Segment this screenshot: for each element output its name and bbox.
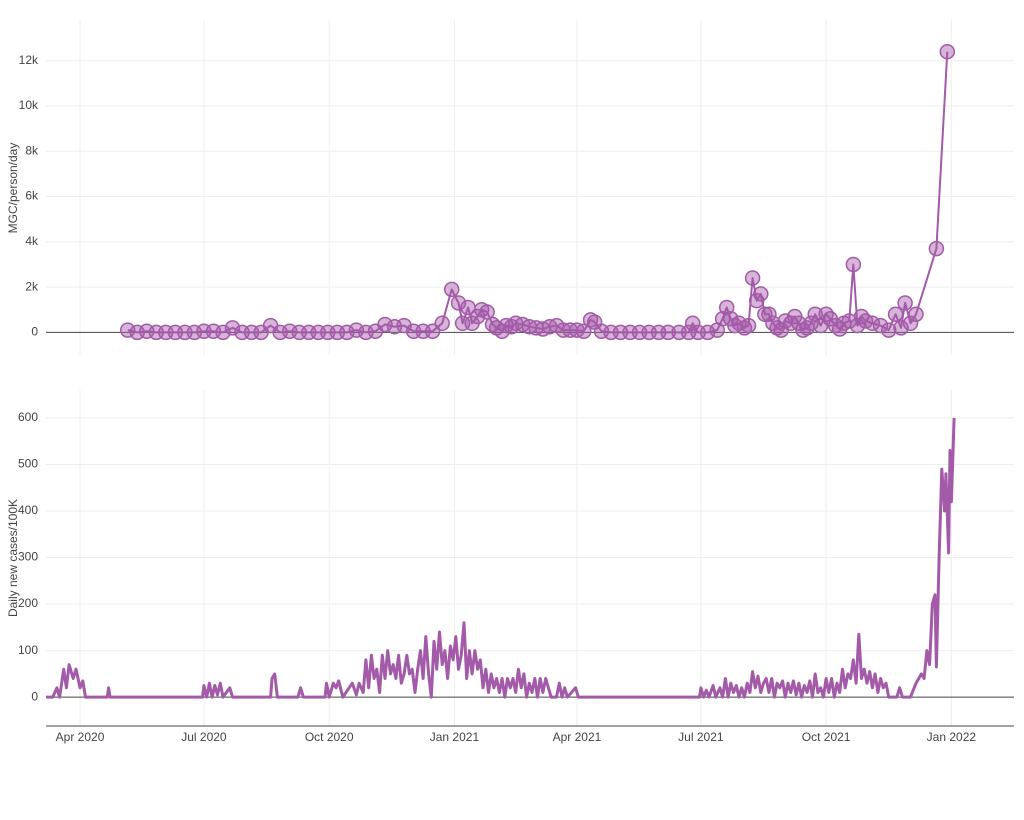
data-point xyxy=(699,324,716,341)
data-point xyxy=(887,306,904,323)
x-tick-label: Apr 2020 xyxy=(56,730,105,744)
y-tick-label: 100 xyxy=(18,643,38,657)
data-point xyxy=(803,315,819,332)
data-point xyxy=(908,306,924,323)
data-point xyxy=(215,324,231,341)
y-axis-title: Daily new cases/100K xyxy=(6,499,20,617)
y-tick-label: 500 xyxy=(18,457,38,471)
y-tick-label: 0 xyxy=(31,325,38,339)
data-point xyxy=(897,295,913,311)
data-point xyxy=(939,43,956,60)
data-point xyxy=(660,324,676,341)
x-tick-label: Oct 2020 xyxy=(305,730,354,744)
y-tick-label: 12k xyxy=(19,53,39,67)
data-point xyxy=(902,315,919,332)
x-tick-label: Jan 2022 xyxy=(927,730,977,744)
y-tick-label: 2k xyxy=(25,279,39,293)
data-point xyxy=(443,281,460,298)
data-point xyxy=(434,315,450,332)
data-point xyxy=(928,240,945,257)
data-point xyxy=(753,286,769,302)
data-point xyxy=(880,322,897,338)
y-tick-label: 600 xyxy=(18,410,38,424)
data-point xyxy=(339,324,355,341)
y-tick-label: 200 xyxy=(18,596,38,610)
y-tick-label: 300 xyxy=(18,550,38,564)
data-point xyxy=(718,299,735,316)
data-point xyxy=(744,270,761,286)
data-point xyxy=(348,322,365,338)
data-point xyxy=(740,317,757,334)
y-tick-label: 400 xyxy=(18,503,38,517)
data-point xyxy=(377,316,393,333)
data-point xyxy=(893,320,909,336)
x-tick-label: Jul 2020 xyxy=(181,730,227,744)
data-point xyxy=(576,323,592,339)
data-point xyxy=(872,317,889,334)
y-axis-title: MGC/person/day xyxy=(6,143,20,234)
x-tick-label: Jan 2021 xyxy=(430,730,480,744)
y-tick-label: 4k xyxy=(25,234,39,248)
data-point xyxy=(224,320,241,336)
y-tick-label: 8k xyxy=(25,143,39,157)
y-tick-label: 6k xyxy=(25,189,39,203)
data-point xyxy=(450,295,467,311)
y-tick-label: 0 xyxy=(31,689,38,703)
data-point xyxy=(714,311,731,327)
data-point xyxy=(119,322,136,338)
data-point xyxy=(849,317,866,334)
x-tick-label: Apr 2021 xyxy=(553,730,602,744)
data-line xyxy=(127,51,949,334)
data-line xyxy=(46,417,956,699)
data-point xyxy=(761,306,777,323)
x-tick-label: Jul 2021 xyxy=(678,730,724,744)
y-tick-label: 10k xyxy=(19,98,39,112)
data-point xyxy=(684,315,701,332)
data-point xyxy=(845,256,862,273)
x-tick-label: Oct 2021 xyxy=(802,730,851,744)
data-point xyxy=(498,317,514,334)
